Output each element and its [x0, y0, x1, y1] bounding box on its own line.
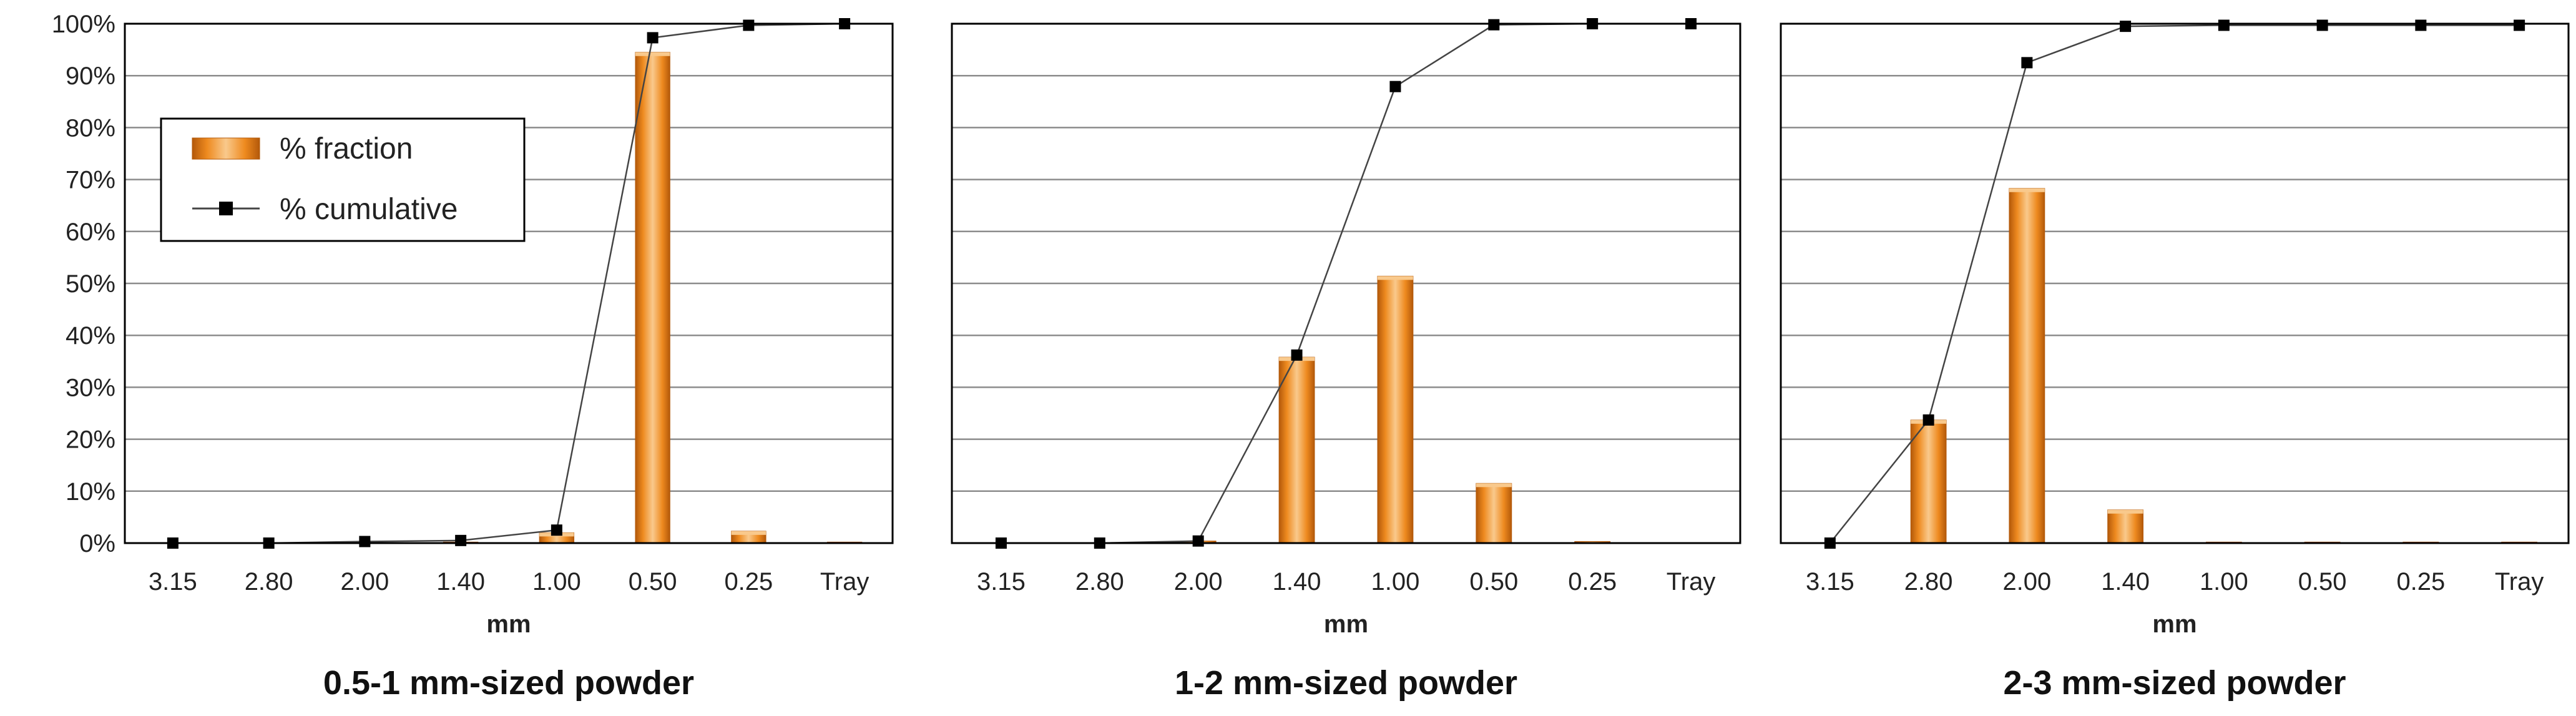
- fraction-bar: [1476, 483, 1512, 544]
- x-tick-label: 1.00: [1371, 568, 1420, 596]
- y-tick-label: 50%: [66, 270, 115, 298]
- cumulative-marker: [743, 19, 755, 31]
- cumulative-marker: [2120, 21, 2132, 32]
- x-tick-label: Tray: [1667, 568, 1716, 596]
- legend-fraction-swatch: [192, 137, 260, 160]
- y-tick-label: 90%: [66, 62, 115, 90]
- y-tick-label: 60%: [66, 218, 115, 246]
- x-tick-label: 2.80: [245, 568, 293, 596]
- x-tick-label: 0.25: [2396, 568, 2445, 596]
- legend-cumulative-marker: [219, 202, 233, 215]
- x-tick-label: 0.50: [2298, 568, 2347, 596]
- x-tick-label: 0.25: [1568, 568, 1617, 596]
- plot-frame: [951, 22, 1741, 544]
- y-tick-label: 40%: [66, 322, 115, 350]
- x-tick-label: 2.80: [1075, 568, 1124, 596]
- fraction-bar-cap: [635, 52, 670, 56]
- cumulative-marker: [2514, 19, 2525, 31]
- legend-cumulative-label: % cumulative: [280, 193, 458, 226]
- cumulative-line: [1829, 24, 2520, 544]
- x-tick-label: 0.50: [1469, 568, 1518, 596]
- chart-panel-1-2mm: 3.15 2.80 2.00 1.40 1.00 0.50 0.25 Tray mm 1-2 mm…: [951, 18, 1741, 702]
- x-tick-label: 2.00: [2002, 568, 2051, 596]
- fraction-bar: [1910, 419, 1947, 544]
- x-tick-label: 2.00: [1174, 568, 1223, 596]
- x-tick-label: 3.15: [1806, 568, 1854, 596]
- cumulative-marker: [1922, 414, 1934, 426]
- cumulative-marker: [551, 524, 562, 536]
- cumulative-marker: [1389, 81, 1401, 92]
- cumulative-marker: [2021, 57, 2033, 69]
- cumulative-marker: [1291, 349, 1303, 361]
- y-tick-label: 10%: [66, 478, 115, 506]
- fraction-bar-cap: [1378, 276, 1413, 280]
- fraction-bar: [2009, 188, 2045, 544]
- y-tick-label: 80%: [66, 114, 115, 142]
- plot-frame: [1780, 22, 2570, 544]
- fraction-bar-cap: [731, 531, 766, 535]
- fraction-bar: [1278, 356, 1315, 544]
- cumulative-marker: [647, 32, 659, 44]
- cumulative-marker: [1192, 535, 1204, 547]
- x-tick-label: 3.15: [977, 568, 1026, 596]
- y-tick-label: 20%: [66, 426, 115, 454]
- x-tick-label: Tray: [2495, 568, 2544, 596]
- x-tick-label: 1.00: [2200, 568, 2248, 596]
- legend-fraction-label: % fraction: [280, 132, 413, 165]
- fraction-bar-cap: [1476, 483, 1512, 488]
- cumulative-marker: [2218, 19, 2230, 31]
- fraction-bar-cap: [2107, 509, 2143, 514]
- x-tick-label: Tray: [820, 568, 869, 596]
- fraction-bar-cap: [2009, 188, 2045, 192]
- y-tick-label: 30%: [66, 374, 115, 401]
- x-tick-label: 2.00: [340, 568, 389, 596]
- cumulative-marker: [2415, 19, 2427, 31]
- panel-caption: 1-2 mm-sized powder: [1175, 664, 1517, 702]
- x-tick-label: 1.00: [532, 568, 581, 596]
- chart-panel-0-5-1mm: 0% 10% 20% 30% 40% 50% 60% 70% 80% 90% 100% 3.15 2.8…: [52, 11, 894, 702]
- plot-frame: [124, 22, 894, 544]
- y-tick-label: 100%: [52, 11, 115, 38]
- cumulative-marker: [2316, 19, 2328, 31]
- x-tick-label: 0.25: [724, 568, 773, 596]
- cumulative-marker: [455, 534, 467, 546]
- fraction-bar: [635, 52, 670, 544]
- cumulative-marker: [1488, 19, 1500, 31]
- x-tick-label: 3.15: [149, 568, 197, 596]
- x-tick-label: 1.40: [2101, 568, 2150, 596]
- y-tick-label: 70%: [66, 167, 115, 194]
- panel-caption: 0.5-1 mm-sized powder: [323, 664, 694, 702]
- x-tick-label: 1.40: [1273, 568, 1321, 596]
- x-tick-label: 0.50: [629, 568, 677, 596]
- chart-panel-2-3mm: 3.15 2.80 2.00 1.40 1.00 0.50 0.25 Tray mm 2-3 mm…: [1780, 19, 2570, 702]
- legend: % fraction % cumulative: [160, 117, 526, 242]
- panel-caption: 2-3 mm-sized powder: [2003, 664, 2346, 702]
- x-tick-label: 2.80: [1904, 568, 1953, 596]
- fraction-bar: [1377, 275, 1414, 544]
- x-axis-label: mm: [1324, 611, 1368, 638]
- cumulative-marker: [359, 536, 371, 547]
- x-axis-label: mm: [486, 611, 531, 638]
- x-tick-label: 1.40: [436, 568, 485, 596]
- x-axis-label: mm: [2152, 611, 2196, 638]
- y-tick-label: 0%: [79, 530, 115, 557]
- fraction-bar: [2107, 509, 2144, 544]
